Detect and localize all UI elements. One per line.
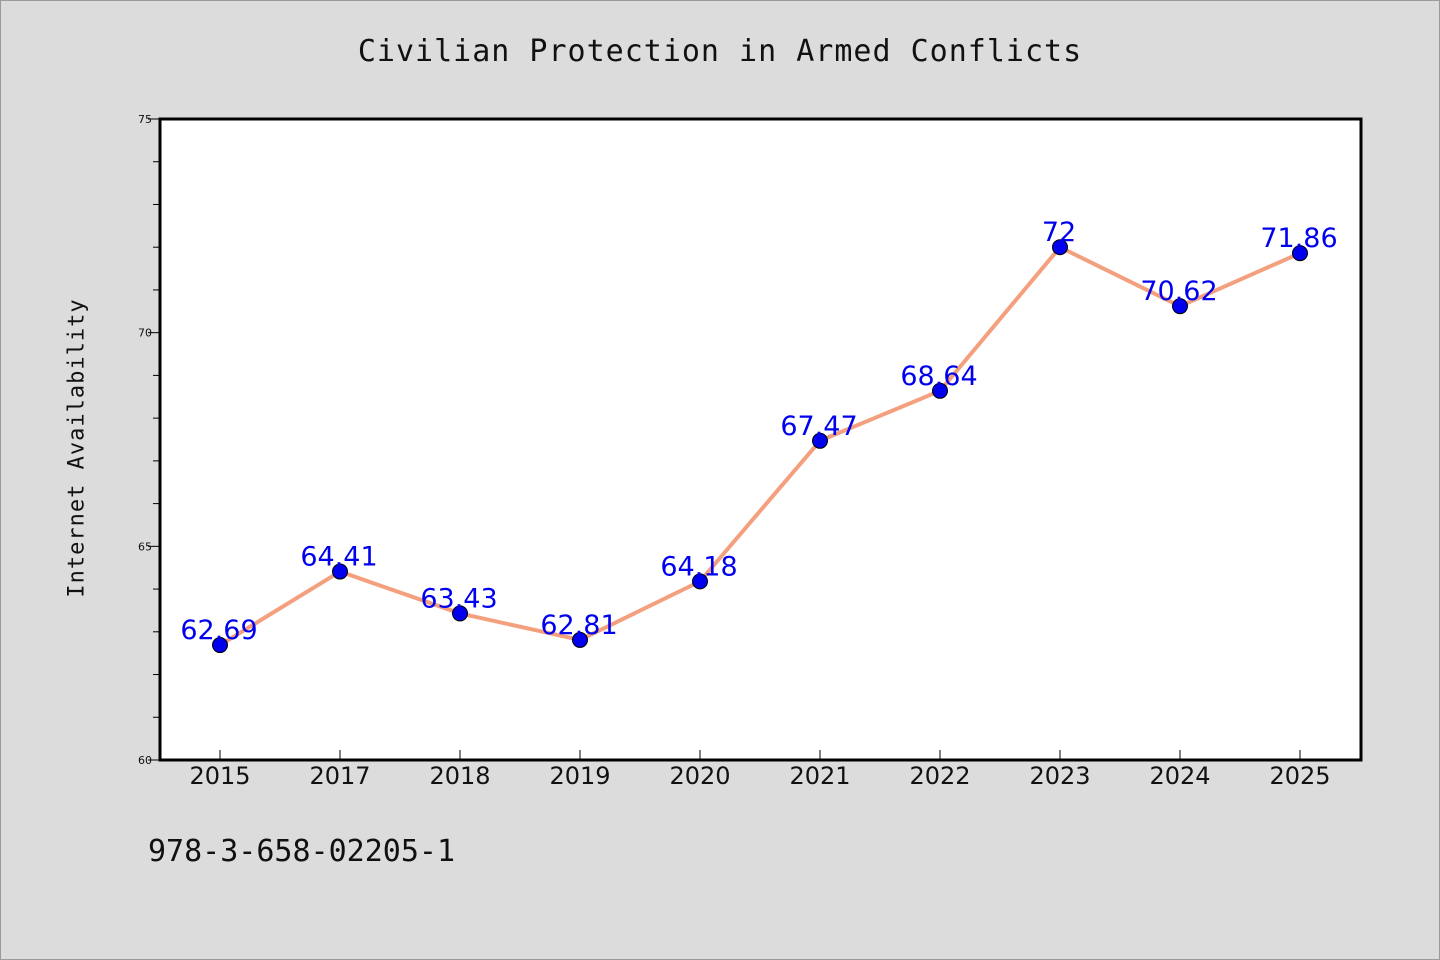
data-label: 62.69	[180, 615, 257, 646]
x-axis: 2015 2017 2018 2019 2020 2021 2022 2023 2024 2025	[189, 750, 1331, 790]
data-point	[692, 573, 708, 590]
plot-area	[158, 117, 1363, 762]
data-label: 63.43	[420, 583, 497, 614]
x-tick-label: 2015	[189, 762, 250, 790]
x-tick-label: 2017	[309, 762, 370, 790]
data-label: 67.47	[780, 411, 857, 442]
data-label: 64.18	[660, 551, 737, 582]
y-tick-label: 75	[138, 113, 152, 126]
data-point	[1052, 239, 1068, 256]
x-tick-label: 2019	[549, 762, 610, 790]
x-tick-label: 2018	[429, 762, 490, 790]
data-label: 70.62	[1140, 276, 1217, 307]
y-axis: 60 65 70 75	[138, 113, 160, 767]
isbn-text: 978-3-658-02205-1	[148, 834, 456, 869]
data-point	[812, 432, 828, 449]
x-tick-label: 2024	[1149, 762, 1210, 790]
x-tick-label: 2023	[1029, 762, 1090, 790]
data-point	[1172, 298, 1188, 315]
series-line	[218, 245, 1302, 648]
y-tick-label: 65	[138, 540, 152, 553]
series: 62.69 64.41 63.43 62.81 64.18 67.47 68.64 72 70.…	[180, 217, 1338, 654]
data-label: 71.86	[1260, 223, 1337, 254]
x-tick-label: 2021	[789, 762, 850, 790]
y-tick-label: 60	[138, 754, 152, 767]
data-point	[452, 605, 468, 622]
x-tick-label: 2025	[1269, 762, 1330, 790]
data-point	[212, 637, 228, 654]
x-tick-label: 2020	[669, 762, 730, 790]
x-tick-label: 2022	[909, 762, 970, 790]
data-point	[932, 382, 948, 399]
data-point	[332, 563, 348, 580]
data-point	[572, 631, 588, 648]
data-point	[1292, 245, 1308, 262]
data-label: 64.41	[300, 542, 377, 573]
y-tick-label: 70	[138, 327, 152, 340]
data-label: 62.81	[540, 610, 617, 641]
data-label: 68.64	[900, 361, 977, 392]
data-label: 72	[1042, 217, 1076, 248]
chart-title: Civilian Protection in Armed Conflicts	[357, 34, 1083, 69]
